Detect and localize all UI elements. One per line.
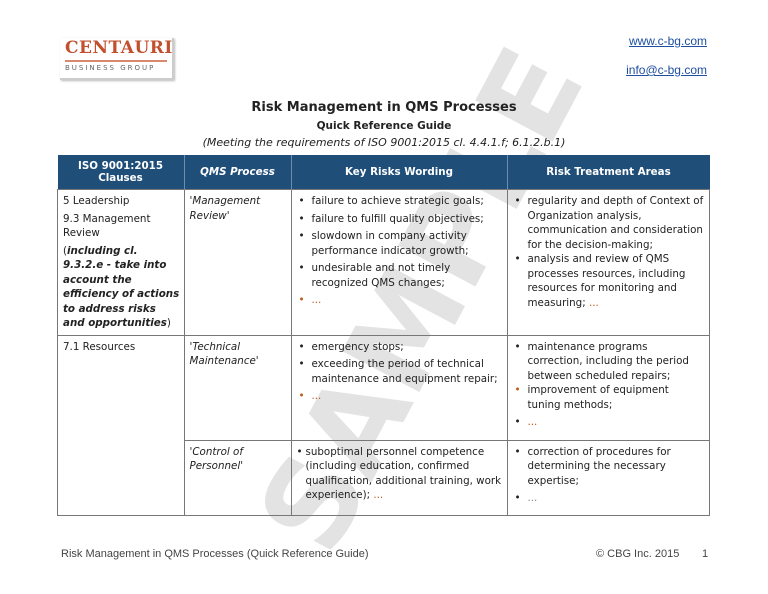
company-logo: CENTAURI BUSINESS GROUP xyxy=(60,38,174,80)
list-item: •... xyxy=(514,492,538,504)
process-cell: 'Management Review' xyxy=(183,189,292,336)
treatment-cell: • regularity and depth of Context of Orga… xyxy=(506,189,710,336)
website-link[interactable]: www.c-bg.com xyxy=(628,34,707,48)
treatment-cell: • correction of procedures for determinin… xyxy=(506,439,710,516)
clause-cell: 5 Leadership 9.3 Management Review (incl… xyxy=(57,189,185,336)
risks-cell: • failure to achieve strategic goals; • fa… xyxy=(290,189,508,336)
list-item: • undesirable and not timely recognized Q… xyxy=(298,262,451,289)
table-row: 'Control of Personnel' • suboptimal perso… xyxy=(58,439,710,516)
process-cell: 'Control of Personnel' xyxy=(183,439,292,516)
footer-title: Risk Management in QMS Processes (Quick … xyxy=(61,548,369,560)
page-title: Risk Management in QMS Processes xyxy=(251,100,517,115)
list-item: • exceeding the period of technical maint… xyxy=(298,358,498,385)
list-item: •... xyxy=(514,416,538,428)
requirements-note: (Meeting the requirements of ISO 9001:20… xyxy=(202,136,566,149)
risks-cell: • suboptimal personnel competence (includ… xyxy=(290,439,508,516)
page-number: 1 xyxy=(702,548,709,560)
list-item: • correction of procedures for determinin… xyxy=(514,445,671,487)
list-item: • regularity and depth of Context of Orga… xyxy=(514,195,704,251)
risks-cell: • emergency stops; • exceeding the period … xyxy=(290,334,508,441)
clause-cell: 7.1 Resources xyxy=(57,334,185,516)
list-item: • improvement of equipment tuning methods… xyxy=(514,384,669,411)
list-item: • emergency stops; xyxy=(298,340,404,353)
email-link[interactable]: info@c-bg.com xyxy=(626,63,707,77)
col-risks: Key Risks Wording xyxy=(291,155,508,190)
table-row: 5 Leadership 9.3 Management Review (incl… xyxy=(57,189,710,336)
table-row: 7.1 Resources 'Technical Maintenance' • e… xyxy=(57,334,710,516)
page-subtitle: Quick Reference Guide xyxy=(316,120,452,132)
list-item: • suboptimal personnel competence (includ… xyxy=(296,445,502,502)
col-treatment: Risk Treatment Areas xyxy=(507,155,710,190)
list-item: • failure to fulfill quality objectives; xyxy=(298,212,484,225)
col-clauses: ISO 9001:2015 Clauses xyxy=(57,155,185,190)
list-item: • slowdown in company activity performanc… xyxy=(298,230,469,257)
list-item: • maintenance programs correction, includ… xyxy=(514,340,689,382)
table-header: ISO 9001:2015 Clauses QMS Process Key Ri… xyxy=(57,155,710,190)
treatment-cell: • maintenance programs correction, includ… xyxy=(506,334,710,441)
list-item: • failure to achieve strategic goals; xyxy=(298,195,484,207)
list-item: • analysis and review of QMS processes re… xyxy=(514,253,686,309)
col-process: QMS Process xyxy=(184,155,292,190)
list-item: •... xyxy=(298,294,322,306)
process-cell: 'Technical Maintenance' xyxy=(183,334,292,441)
footer-copyright: © CBG Inc. 2015 xyxy=(596,548,680,560)
list-item: •... xyxy=(298,390,322,402)
risk-table: ISO 9001:2015 Clauses QMS Process Key Ri… xyxy=(57,155,710,516)
